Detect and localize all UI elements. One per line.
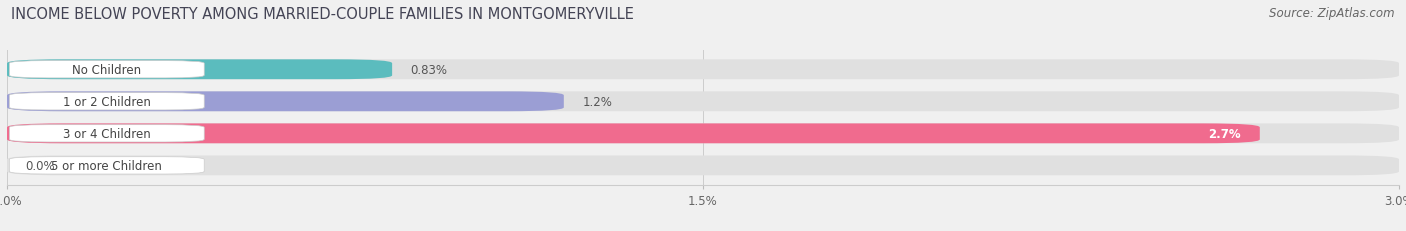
FancyBboxPatch shape [10, 157, 204, 174]
FancyBboxPatch shape [10, 61, 204, 79]
Text: 0.0%: 0.0% [25, 159, 55, 172]
Text: 2.7%: 2.7% [1209, 127, 1241, 140]
Text: 0.83%: 0.83% [411, 64, 447, 76]
Text: INCOME BELOW POVERTY AMONG MARRIED-COUPLE FAMILIES IN MONTGOMERYVILLE: INCOME BELOW POVERTY AMONG MARRIED-COUPL… [11, 7, 634, 22]
Text: Source: ZipAtlas.com: Source: ZipAtlas.com [1270, 7, 1395, 20]
FancyBboxPatch shape [10, 93, 204, 110]
Text: 5 or more Children: 5 or more Children [52, 159, 162, 172]
FancyBboxPatch shape [7, 92, 564, 112]
FancyBboxPatch shape [7, 60, 1399, 80]
Text: 1 or 2 Children: 1 or 2 Children [63, 95, 150, 108]
Text: No Children: No Children [72, 64, 142, 76]
Text: 3 or 4 Children: 3 or 4 Children [63, 127, 150, 140]
FancyBboxPatch shape [7, 124, 1399, 144]
FancyBboxPatch shape [7, 92, 1399, 112]
Text: 1.2%: 1.2% [582, 95, 612, 108]
FancyBboxPatch shape [10, 125, 204, 142]
FancyBboxPatch shape [7, 156, 1399, 176]
FancyBboxPatch shape [7, 60, 392, 80]
FancyBboxPatch shape [7, 124, 1260, 144]
